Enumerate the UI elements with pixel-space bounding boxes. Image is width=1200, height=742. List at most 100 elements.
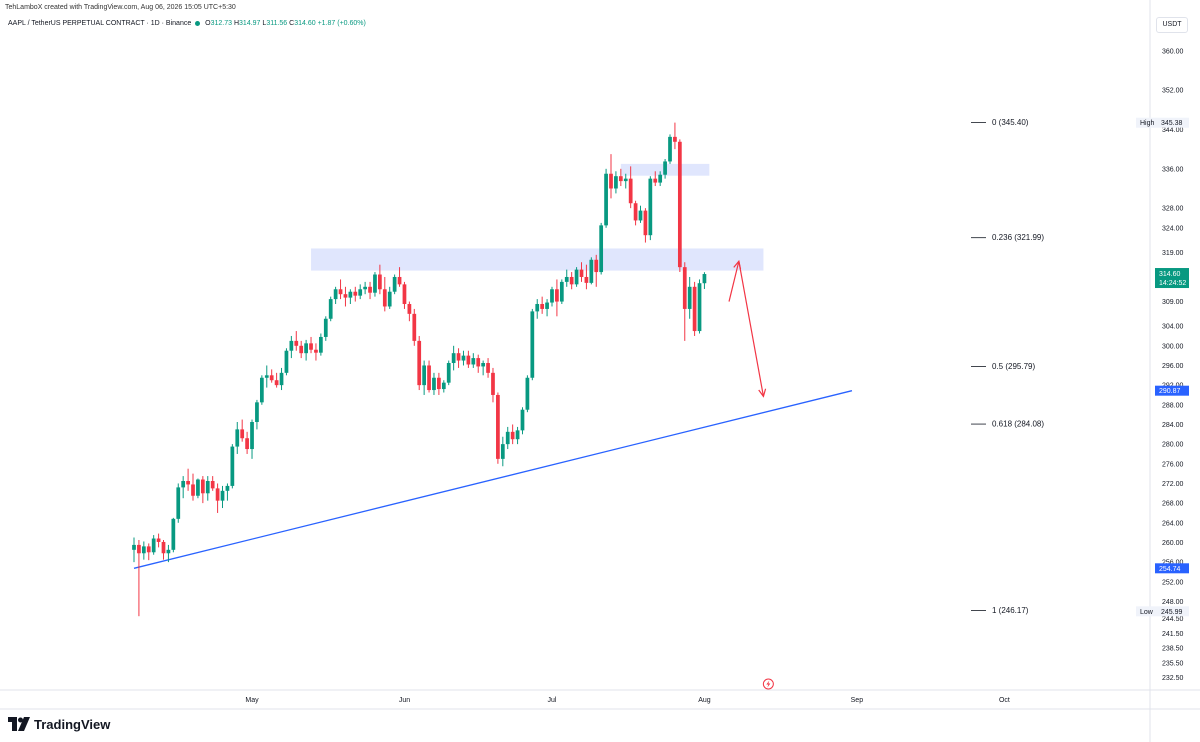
candle-body xyxy=(697,283,702,332)
price-change: +1.87 (+0.60%) xyxy=(317,20,366,27)
candle xyxy=(323,316,328,341)
projection-arrow-head xyxy=(758,388,767,398)
trendline xyxy=(133,390,853,569)
candle xyxy=(486,358,490,378)
candle xyxy=(176,483,181,523)
candle-body xyxy=(446,363,451,383)
event-icon-bolt xyxy=(766,680,771,688)
candle xyxy=(186,468,190,491)
candle-body xyxy=(505,431,510,445)
candle xyxy=(437,372,441,395)
high-price-label: 345.38 xyxy=(1161,120,1183,127)
currency-selector[interactable]: USDT xyxy=(1156,17,1188,33)
candle-body xyxy=(668,136,672,162)
candle-body xyxy=(614,176,618,189)
candle xyxy=(141,541,146,560)
candle-body xyxy=(496,394,500,459)
current-price-badge xyxy=(1155,268,1189,289)
candle-body xyxy=(392,276,397,292)
candle-body xyxy=(535,304,540,312)
y-tick-label: 304.00 xyxy=(1162,324,1184,331)
candle xyxy=(633,200,638,226)
candle xyxy=(500,436,505,467)
y-tick-label: 238.50 xyxy=(1162,646,1184,653)
candle xyxy=(397,267,402,287)
candle-body xyxy=(594,259,599,273)
y-tick-label: 288.00 xyxy=(1162,402,1184,409)
candle xyxy=(402,281,407,309)
y-tick-label: 232.50 xyxy=(1162,675,1184,682)
candle xyxy=(151,535,156,555)
candle-body xyxy=(653,178,658,183)
candle xyxy=(245,431,249,454)
projection-arrow-head-up xyxy=(733,259,742,270)
candle-body xyxy=(618,176,623,182)
candle xyxy=(491,367,495,403)
candle xyxy=(196,478,200,499)
ohlc-open-label: O xyxy=(205,20,211,27)
symbol-info-bar[interactable]: AAPL / TetherUS PERPETUAL CONTRACT · 1D … xyxy=(8,20,366,27)
candle-body xyxy=(368,286,372,293)
candle-body xyxy=(623,178,628,182)
ohlc-close-value: 314.60 xyxy=(294,20,316,27)
trendline-price-label: 254.74 xyxy=(1159,566,1181,573)
candle xyxy=(205,476,210,501)
candle-body xyxy=(461,355,466,361)
candle-body xyxy=(161,541,166,554)
candle xyxy=(215,483,220,513)
candle xyxy=(368,281,372,300)
tradingview-logo[interactable]: TradingView xyxy=(8,715,110,733)
candle xyxy=(427,360,431,393)
candle-body xyxy=(564,276,569,282)
y-tick-label: 252.00 xyxy=(1162,579,1184,586)
candle xyxy=(515,426,520,445)
candle-body xyxy=(323,318,328,337)
candle-body xyxy=(422,365,427,386)
candle-body xyxy=(476,358,481,367)
candle-body xyxy=(609,173,613,189)
candle xyxy=(417,335,422,391)
candle-body xyxy=(530,311,535,378)
candle xyxy=(191,473,195,501)
candle xyxy=(614,171,618,194)
high-price-tag: High xyxy=(1140,120,1155,127)
candle-body xyxy=(515,430,520,440)
candle-body xyxy=(309,343,313,350)
candle-body xyxy=(230,446,235,486)
candle xyxy=(137,539,141,617)
y-tick-label: 264.00 xyxy=(1162,520,1184,527)
candle-body xyxy=(500,444,505,459)
candle-body xyxy=(250,422,254,450)
candle-body xyxy=(343,294,348,298)
candle xyxy=(446,360,451,386)
candle xyxy=(451,345,456,371)
candle-body xyxy=(210,480,215,489)
candle xyxy=(353,286,358,302)
candle-body xyxy=(663,161,667,175)
candle-body xyxy=(166,549,171,554)
candle-body xyxy=(146,546,151,553)
y-tick-label: 360.00 xyxy=(1162,48,1184,55)
candle xyxy=(166,544,171,563)
candle-body xyxy=(599,225,604,273)
candle-body xyxy=(407,304,412,314)
y-tick-label: 352.00 xyxy=(1162,88,1184,95)
candle-body xyxy=(353,291,358,296)
candle-body xyxy=(225,485,230,491)
candle-body xyxy=(633,203,638,221)
candle-body xyxy=(196,479,200,496)
candle-body xyxy=(682,267,687,309)
y-tick-label: 319.00 xyxy=(1162,250,1184,257)
candle-body xyxy=(569,276,574,285)
candle-body xyxy=(304,343,308,354)
candle-body xyxy=(328,299,333,319)
candle-countdown: 14:24:52 xyxy=(1159,280,1186,287)
candle xyxy=(250,419,254,459)
candle xyxy=(687,276,692,319)
candle xyxy=(348,289,353,305)
candle-body xyxy=(348,291,353,298)
candle xyxy=(181,476,186,499)
candle xyxy=(382,276,387,312)
fib-level-label: 0 (345.40) xyxy=(992,118,1029,127)
